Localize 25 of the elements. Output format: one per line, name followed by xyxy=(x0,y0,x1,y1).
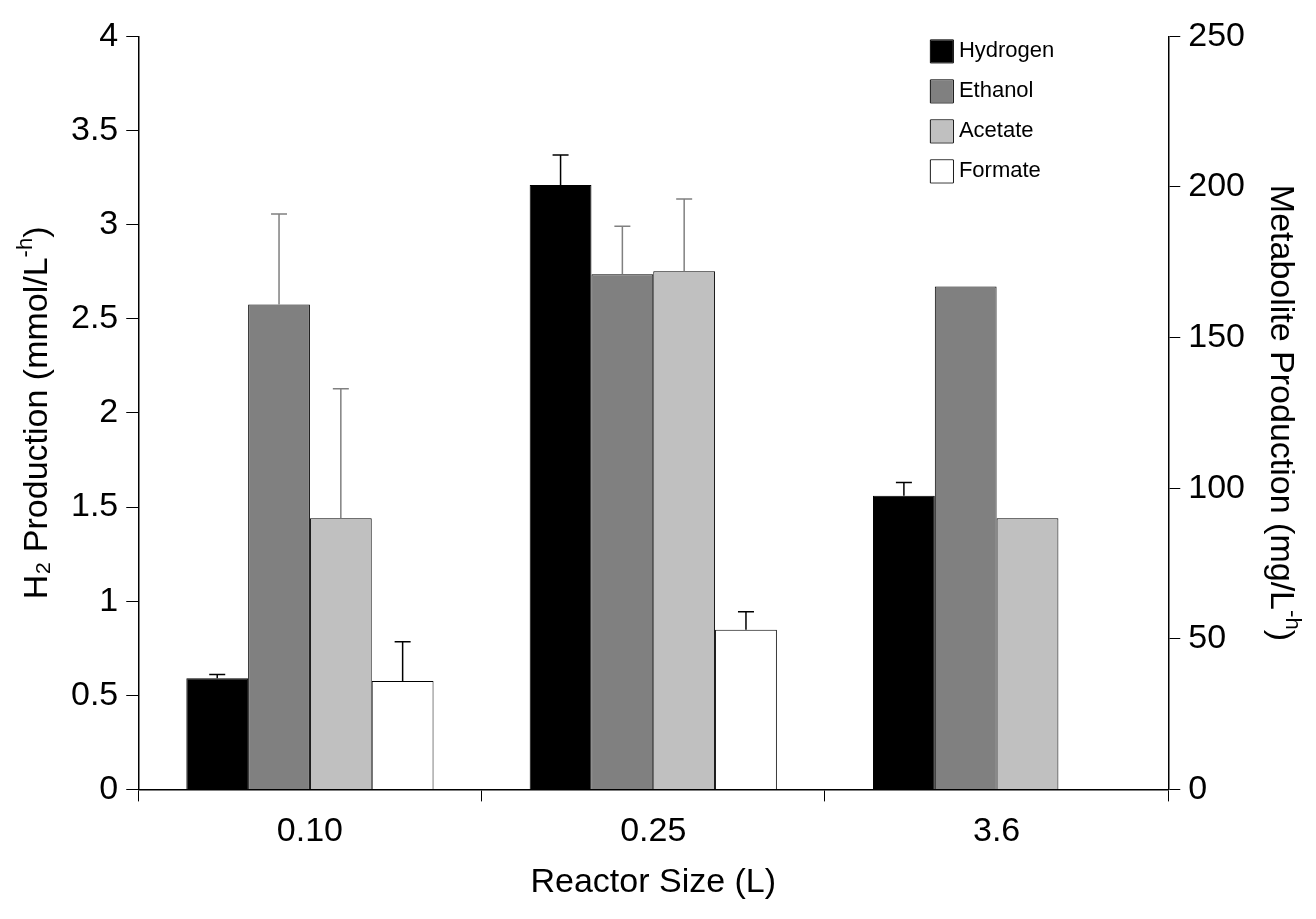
y2-tick-label: 50 xyxy=(1188,617,1227,656)
y-tick-label: 1.5 xyxy=(71,485,119,524)
legend-label: Hydrogen xyxy=(958,37,1055,63)
y2-tick-label: 0 xyxy=(1188,767,1208,806)
y2-axis-title: Metabolite Production (mg/L-h) xyxy=(1263,184,1306,641)
y-tick-label: 3.5 xyxy=(71,108,119,147)
x-tick-label: 0.10 xyxy=(276,810,344,849)
y2-tick-label: 100 xyxy=(1188,466,1246,505)
y-axis-title: H₂ Production (mmol/L-h) xyxy=(12,226,55,600)
y-tick-label: 0.5 xyxy=(71,673,119,712)
y-tick-label: 2 xyxy=(99,391,119,430)
y-tick-label: 4 xyxy=(99,14,119,53)
y2-tick-label: 200 xyxy=(1188,165,1246,204)
legend-label: Formate xyxy=(958,157,1041,183)
x-tick-label: 0.25 xyxy=(620,810,687,849)
legend-label: Acetate xyxy=(958,117,1034,143)
legend-label: Ethanol xyxy=(958,77,1034,103)
y2-tick-label: 150 xyxy=(1188,315,1246,354)
y-tick-label: 3 xyxy=(99,203,119,242)
y2-tick-label: 250 xyxy=(1188,14,1246,53)
y-tick-label: 2.5 xyxy=(71,297,119,336)
y-tick-label: 0 xyxy=(99,767,119,806)
x-tick-label: 3.6 xyxy=(972,810,1021,849)
y-tick-label: 1 xyxy=(99,579,119,618)
x-axis-title: Reactor Size (L) xyxy=(530,860,777,899)
